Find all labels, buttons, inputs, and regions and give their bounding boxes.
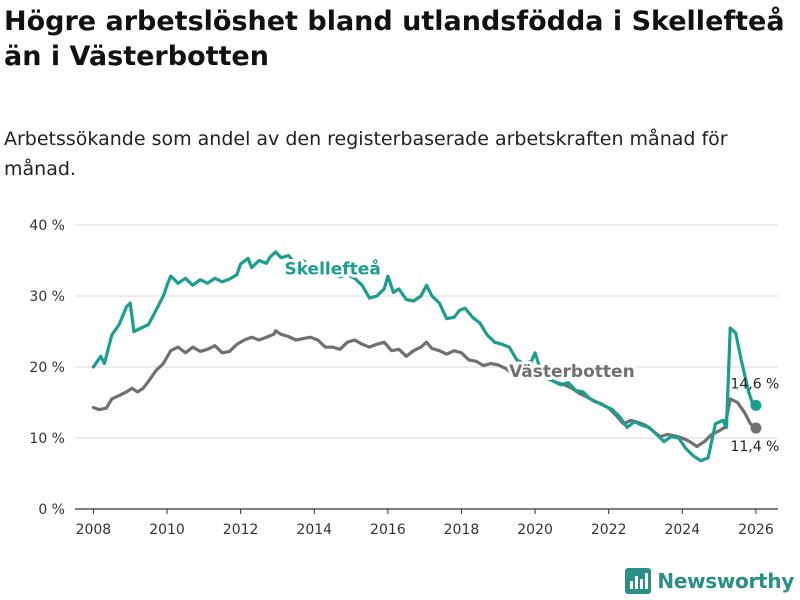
series-line-skellefteå [91,250,758,463]
series-label-västerbotten: Västerbotten [509,362,635,382]
x-tick-label: 2008 [76,522,112,538]
end-point-skellefteå [750,399,762,411]
end-value-label-skellefteå: 14,6 % [730,376,779,392]
series-lines [91,250,758,463]
series-labels: Skellefteå Västerbotten [281,255,637,385]
y-tick-label: 40 % [29,218,65,234]
bar-chart-logo-icon [625,568,652,594]
gridlines [75,224,778,510]
end-markers: 14,6 % 11,4 % [730,376,779,455]
chart-subtitle: Arbetssökande som andel av den registerb… [4,128,728,180]
y-tick-label: 30 % [29,289,65,305]
y-tick-label: 20 % [29,360,65,376]
x-tick-label: 2014 [296,522,332,538]
y-tick-label: 0 % [38,502,65,518]
y-axis: 0 % 10 % 20 % 30 % 40 % [29,218,65,518]
newsworthy-logo: Newsworthy [625,568,794,594]
x-tick-label: 2020 [517,522,553,538]
end-value-label-västerbotten: 11,4 % [730,439,779,455]
end-point-västerbotten [750,422,762,434]
series-line-västerbotten [91,329,758,449]
x-tick-label: 2016 [370,522,406,538]
x-tick-label: 2026 [738,522,774,538]
y-tick-label: 10 % [29,431,65,447]
x-tick-label: 2024 [664,522,700,538]
x-tick-label: 2010 [149,522,185,538]
x-tick-label: 2018 [444,522,480,538]
series-label-skellefteå: Skellefteå [284,258,380,280]
x-tick-label: 2022 [591,522,627,538]
line-chart: 0 % 10 % 20 % 30 % 40 % 2008 2010 2012 2014 2016… [29,218,779,538]
x-tick-label: 2012 [223,522,259,538]
chart-title: Högre arbetslöshet bland utlandsfödda i … [4,6,785,72]
x-axis: 2008 2010 2012 2014 2016 2018 2020 2022 2024 2026 [76,509,774,538]
brand-name: Newsworthy [657,569,794,593]
